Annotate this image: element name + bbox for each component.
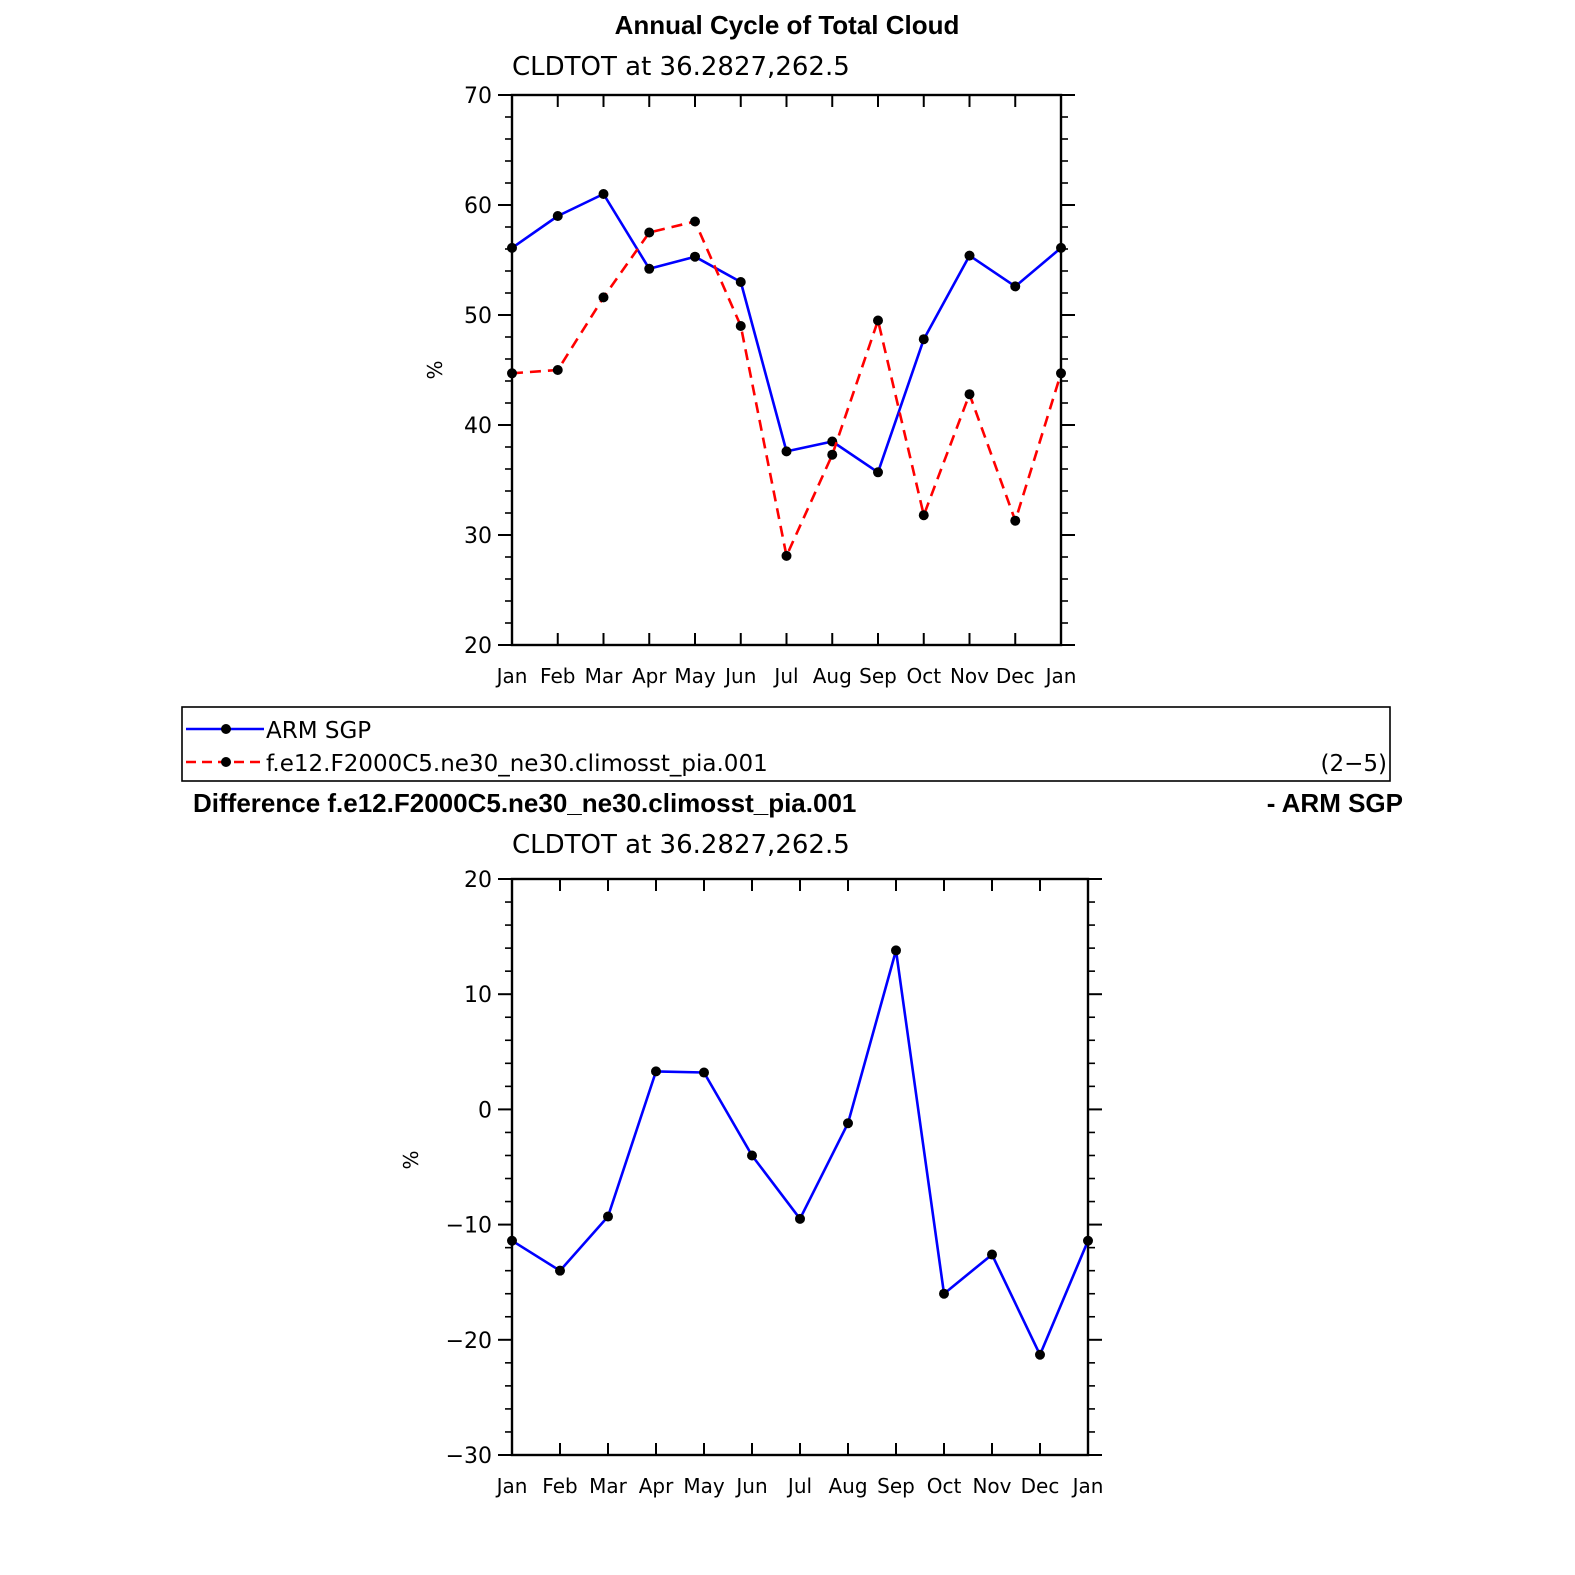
y-tick-label: 10: [464, 983, 492, 1008]
data-point: [987, 1249, 997, 1260]
x-tick-label: May: [683, 1474, 725, 1498]
y-tick-label: 40: [464, 414, 492, 439]
data-point: [507, 368, 517, 379]
data-point: [843, 1118, 853, 1129]
data-point: [827, 449, 838, 460]
data-point: [555, 1265, 565, 1276]
x-tick-label: Jan: [495, 1474, 528, 1498]
data-point: [781, 446, 792, 457]
data-point: [651, 1066, 661, 1077]
data-point: [598, 292, 609, 303]
data-point: [918, 334, 929, 345]
data-point: [1083, 1235, 1093, 1246]
x-tick-label: Apr: [632, 664, 667, 688]
x-tick-label: Sep: [877, 1474, 915, 1498]
data-point: [735, 277, 746, 287]
data-point: [690, 216, 700, 227]
series-line-1: [511, 949, 1090, 1357]
plot-frame: [510, 93, 1063, 647]
x-tick-label: Nov: [950, 664, 989, 688]
x-tick-label: Mar: [589, 1474, 628, 1498]
y-tick-label: 60: [464, 194, 492, 219]
difference-subtitle: CLDTOT at 36.2827,262.5: [512, 830, 850, 860]
x-tick-label: Feb: [540, 664, 575, 688]
x-tick-label: Sep: [859, 664, 897, 688]
x-tick-label: May: [674, 664, 716, 688]
x-tick-label: Jan: [495, 664, 528, 688]
data-point: [690, 251, 700, 262]
legend-label-model: f.e12.F2000C5.ne30_ne30.climosst_pia.001: [266, 751, 768, 777]
x-tick-label: Nov: [972, 1474, 1011, 1498]
x-tick-label: Dec: [1021, 1474, 1060, 1498]
x-tick-label: Jan: [1044, 664, 1077, 688]
x-tick-label: Dec: [996, 664, 1035, 688]
legend-marker-model: [221, 757, 231, 767]
legend-box: [181, 706, 1391, 782]
x-tick-label: Jun: [734, 1474, 767, 1498]
difference-title-left: Difference f.e12.F2000C5.ne30_ne30.climo…: [193, 788, 856, 818]
y-tick-label: −30: [446, 1444, 492, 1469]
data-point: [644, 227, 655, 238]
legend: ARM SGP f.e12.F2000C5.ne30_ne30.climosst…: [181, 706, 1391, 782]
data-point: [507, 242, 517, 253]
difference-title-right: - ARM SGP: [1267, 788, 1403, 818]
x-tick-label: Oct: [927, 1474, 962, 1498]
data-point: [735, 321, 746, 331]
x-tick-label: Aug: [828, 1474, 867, 1498]
annual-cycle-plot: 20 30 40 50 60 70 Jan Feb Mar Apr May Jun Jul Aug Sep O…: [464, 84, 1076, 688]
y-tick-label: 0: [478, 1098, 492, 1123]
y-tick-label: −10: [446, 1214, 492, 1239]
data-point: [644, 263, 655, 274]
data-point: [598, 189, 609, 199]
y-tick-label: −20: [446, 1329, 492, 1354]
difference-y-axis-label: %: [399, 1150, 423, 1169]
data-point: [964, 250, 975, 261]
data-point: [1056, 368, 1066, 379]
x-tick-label: Apr: [639, 1474, 674, 1498]
chart-subtitle: CLDTOT at 36.2827,262.5: [512, 52, 850, 82]
x-tick-label: Jan: [1071, 1474, 1104, 1498]
data-point: [964, 389, 975, 400]
y-tick-label: 20: [464, 634, 492, 659]
x-tick-label: Jun: [723, 664, 756, 688]
y-axis-label: %: [423, 360, 447, 379]
y-tick-label: 30: [464, 524, 492, 549]
data-point: [1010, 515, 1021, 526]
chart-title: Annual Cycle of Total Cloud: [615, 10, 960, 40]
data-point: [1035, 1349, 1045, 1360]
data-point: [918, 510, 929, 521]
x-tick-label: Aug: [813, 664, 852, 688]
difference-plot: −30 −20 −10 0 10 20 Jan Feb Mar Apr May Jun Jul Aug Se…: [446, 868, 1104, 1498]
x-tick-label: Feb: [542, 1474, 577, 1498]
data-point: [603, 1211, 613, 1222]
y-tick-label: 50: [464, 304, 492, 329]
x-tick-label: Oct: [906, 664, 941, 688]
data-point: [507, 1235, 517, 1246]
plot-frame: [510, 877, 1090, 1457]
series-line-2: [511, 220, 1063, 558]
data-point: [552, 365, 563, 375]
y-tick-label: 70: [464, 84, 492, 109]
y-tick-label: 20: [464, 868, 492, 893]
data-point: [747, 1150, 757, 1161]
data-point: [939, 1288, 949, 1299]
data-point: [873, 315, 883, 326]
x-tick-label: Jul: [772, 664, 798, 688]
x-tick-label: Mar: [585, 664, 624, 688]
legend-marker-arm-sgp: [221, 724, 231, 734]
data-point: [873, 467, 883, 478]
data-point: [891, 945, 901, 956]
data-point: [552, 211, 563, 221]
series-line-1: [511, 192, 1062, 474]
legend-label-arm-sgp: ARM SGP: [266, 718, 371, 744]
data-point: [1056, 242, 1066, 253]
x-tick-label: Jul: [786, 1474, 812, 1498]
data-point: [699, 1067, 709, 1078]
data-point: [781, 550, 792, 561]
data-point: [1010, 281, 1021, 292]
data-point: [795, 1213, 805, 1224]
legend-tag: (2−5): [1321, 751, 1387, 777]
